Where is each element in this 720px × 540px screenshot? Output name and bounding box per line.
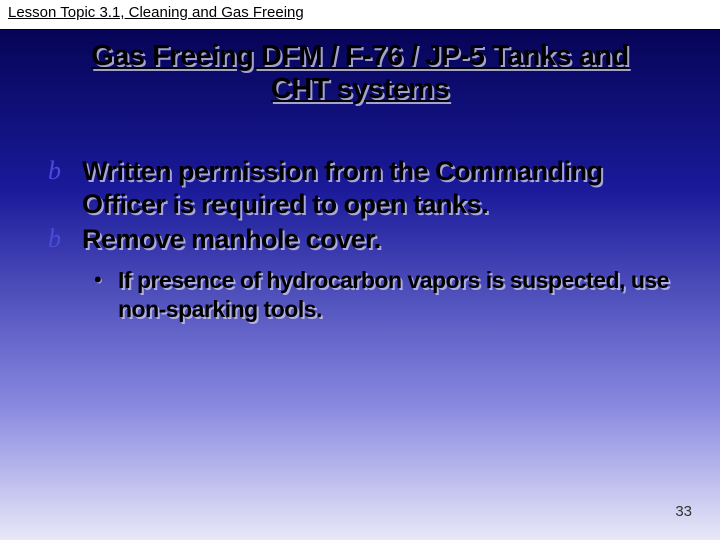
header-band: Lesson Topic 3.1, Cleaning and Gas Freei… [0,0,720,30]
bullet-dot-icon: • [94,266,118,292]
bullet-text: Written permission from the Commanding O… [82,155,680,221]
bullet-glyph-icon: b [48,155,82,186]
page-number: 33 [675,503,692,520]
lesson-topic-label: Lesson Topic 3.1, Cleaning and Gas Freei… [8,4,304,21]
body-area: b Written permission from the Commanding… [48,155,680,323]
slide-title: Gas Freeing DFM / F-76 / JP-5 Tanks and … [0,40,720,107]
bullet-glyph-icon: b [48,223,82,254]
bullet-item: b Written permission from the Commanding… [48,155,680,221]
slide-title-text: Gas Freeing DFM / F-76 / JP-5 Tanks and … [91,40,629,105]
bullet-text: Remove manhole cover. [82,223,680,256]
sub-bullet-item: • If presence of hydrocarbon vapors is s… [94,266,680,324]
bullet-item: b Remove manhole cover. [48,223,680,256]
sub-bullet-text: If presence of hydrocarbon vapors is sus… [118,266,680,324]
